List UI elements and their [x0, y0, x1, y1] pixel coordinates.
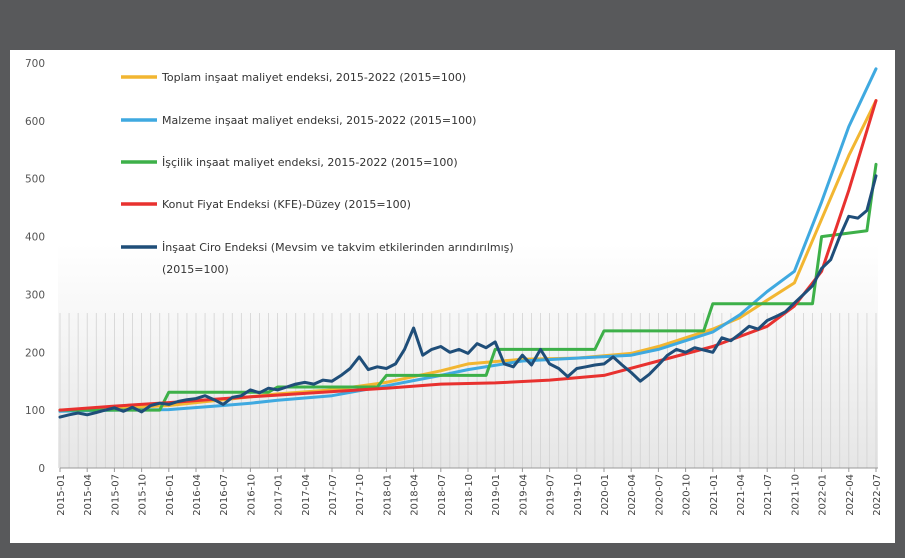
x-tick-label: 2021-04 [736, 474, 747, 516]
series-line-5 [58, 174, 878, 419]
x-tick-label: 2016-07 [219, 474, 230, 516]
x-tick-label: 2021-07 [763, 474, 774, 516]
x-tick-label: 2016-04 [192, 474, 203, 516]
y-tick-label: 200 [25, 347, 45, 359]
legend-label: Malzeme inşaat maliyet endeksi, 2015-202… [162, 114, 476, 127]
legend: Toplam inşaat maliyet endeksi, 2015-2022… [121, 71, 514, 276]
x-tick-label: 2020-01 [600, 474, 611, 516]
series-lines [58, 67, 878, 419]
x-tick-label: 2019-01 [491, 474, 502, 516]
x-tick-label: 2018-01 [382, 474, 393, 516]
x-tick-label: 2017-04 [301, 474, 312, 516]
x-tick-label: 2019-07 [546, 474, 557, 516]
y-tick-label: 600 [25, 116, 45, 128]
legend-label: İnşaat Ciro Endeksi (Mevsim ve takvim et… [162, 241, 514, 276]
x-tick-label: 2018-04 [410, 474, 421, 516]
x-tick-label: 2017-07 [328, 474, 339, 516]
x-tick-label: 2022-04 [845, 474, 856, 516]
x-tick-label: 2021-10 [790, 474, 801, 516]
x-tick-label: 2015-04 [83, 474, 94, 516]
x-tick-label: 2015-07 [110, 474, 121, 516]
x-tick-label: 2018-10 [464, 474, 475, 516]
y-axis: 0 100 200 300 400 500 600 700 [25, 58, 45, 475]
legend-label: Toplam inşaat maliyet endeksi, 2015-2022… [161, 71, 466, 84]
x-tick-label: 2019-04 [518, 474, 529, 516]
y-tick-label: 700 [25, 58, 45, 70]
legend-label: İşçilik inşaat maliyet endeksi, 2015-202… [162, 156, 458, 169]
x-tick-label: 2015-10 [138, 474, 149, 516]
y-tick-label: 0 [38, 463, 45, 475]
y-tick-label: 300 [25, 289, 45, 301]
y-tick-label: 400 [25, 232, 45, 244]
x-axis: 2015-01 2015-04 2015-07 2015-10 2016-01 2016-… [56, 467, 883, 516]
legend-label: Konut Fiyat Endeksi (KFE)-Düzey (2015=10… [162, 198, 411, 211]
x-tick-label: 2022-01 [818, 474, 829, 516]
x-tick-label: 2020-04 [627, 474, 638, 516]
x-tick-label: 2019-10 [573, 474, 584, 516]
x-tick-label: 2016-10 [246, 474, 257, 516]
x-tick-label: 2015-01 [56, 474, 67, 516]
x-tick-label: 2017-10 [355, 474, 366, 516]
x-tick-label: 2022-07 [872, 474, 883, 516]
y-tick-label: 500 [25, 174, 45, 186]
series-line-2 [58, 67, 878, 413]
plot-hatch [59, 313, 877, 468]
x-tick-label: 2021-01 [709, 474, 720, 516]
x-tick-label: 2018-07 [437, 474, 448, 516]
x-tick-label: 2020-07 [654, 474, 665, 516]
x-tick-label: 2016-01 [165, 474, 176, 516]
x-tick-label: 2017-01 [274, 474, 285, 516]
x-tick-label: 2020-10 [682, 474, 693, 516]
chart-panel: 0 100 200 300 400 500 600 700 2015-01 2015-04 201… [10, 50, 895, 543]
y-tick-label: 100 [25, 405, 45, 417]
